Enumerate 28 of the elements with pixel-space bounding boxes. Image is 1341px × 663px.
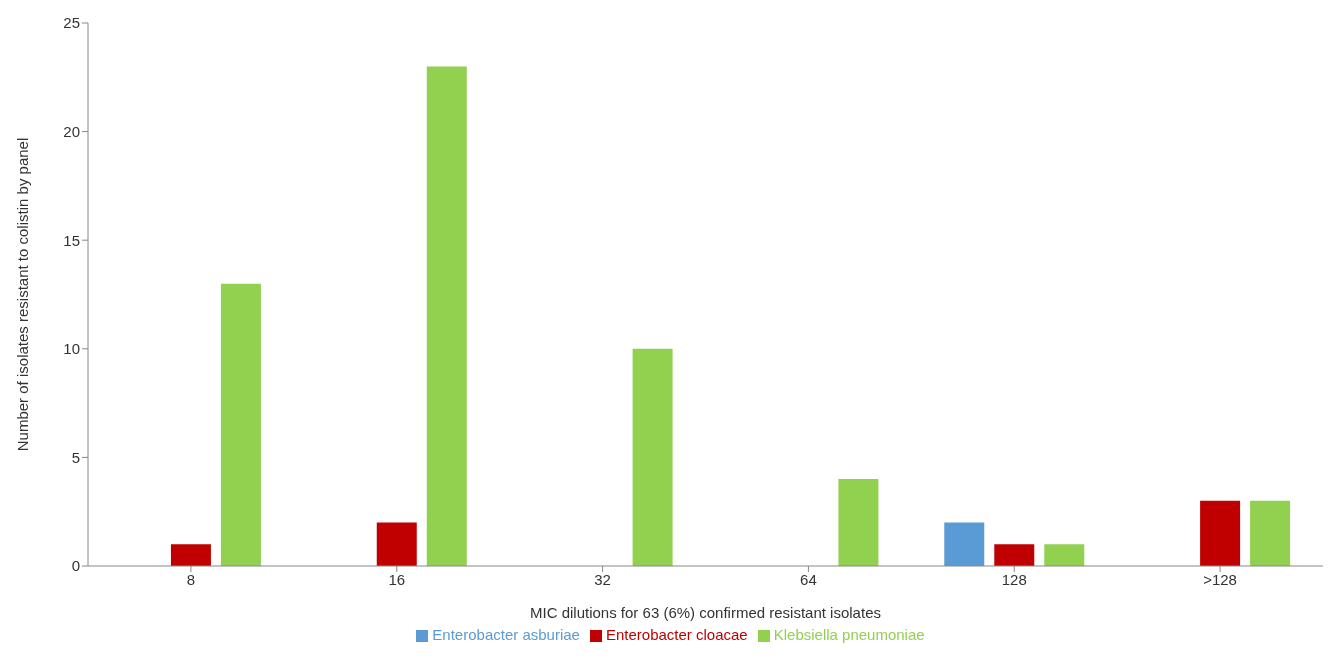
y-tick-label: 5 <box>71 448 80 466</box>
x-tick-label: 32 <box>594 570 611 588</box>
bar <box>220 283 261 566</box>
legend-label: Klebsiella pneumoniae <box>773 626 925 643</box>
bar <box>838 479 879 566</box>
bar <box>170 544 211 566</box>
bar <box>1044 544 1085 566</box>
y-tick-label: 15 <box>63 231 80 249</box>
x-axis-title: MIC dilutions for 63 (6%) confirmed resistant isolates <box>530 604 881 621</box>
x-tick-label: 128 <box>1001 570 1027 588</box>
legend-label: Enterobacter asburiae <box>432 626 580 643</box>
bar <box>1250 500 1291 566</box>
bar <box>944 522 985 566</box>
bar <box>994 544 1035 566</box>
x-tick-label: 8 <box>186 570 196 588</box>
y-tick-label: 25 <box>63 14 80 32</box>
bar <box>376 522 417 566</box>
y-axis-title: Number of isolates resistant to colistin by panel <box>14 137 32 452</box>
bar <box>1200 500 1241 566</box>
bar <box>632 348 673 566</box>
y-tick-label: 10 <box>63 340 80 358</box>
x-tick-label: 64 <box>800 570 817 588</box>
y-tick-label: 20 <box>63 122 80 140</box>
x-tick-label: 16 <box>388 570 406 588</box>
x-tick-label: >128 <box>1203 570 1237 588</box>
bar <box>426 66 467 566</box>
y-tick-label: 0 <box>71 557 80 575</box>
legend-label: Enterobacter cloacae <box>605 626 748 643</box>
